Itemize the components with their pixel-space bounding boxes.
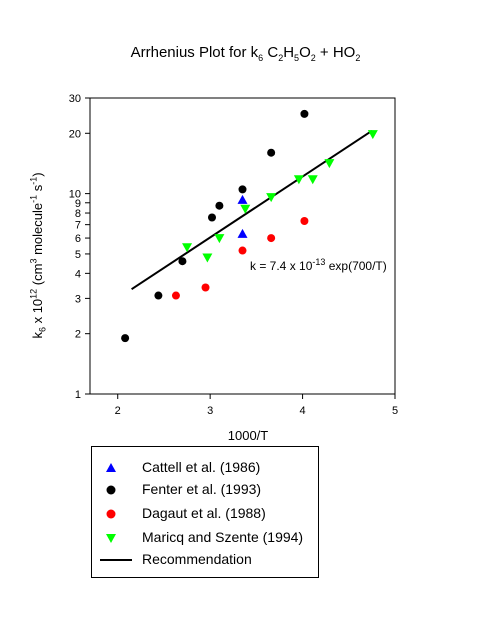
black-line-icon	[100, 559, 132, 561]
y-tick-label: 1	[75, 389, 81, 401]
plot-frame	[89, 97, 396, 395]
data-point	[237, 194, 248, 204]
data-point	[267, 148, 276, 157]
data-point	[237, 228, 248, 238]
data-point	[215, 201, 224, 210]
legend-item-fenter: Fenter et al. (1993)	[92, 479, 318, 501]
data-point	[324, 159, 335, 169]
legend: Cattell et al. (1986) Fenter et al. (199…	[91, 446, 319, 578]
green-triangle-down-icon	[106, 534, 116, 543]
legend-item-cattell: Cattell et al. (1986)	[92, 457, 318, 479]
data-point	[367, 130, 378, 140]
legend-item-dagaut: Dagaut et al. (1988)	[92, 503, 318, 525]
data-point	[293, 175, 304, 185]
y-tick-label: 2	[75, 329, 81, 341]
data-point	[182, 243, 193, 253]
y-tick-label: 10	[69, 189, 81, 201]
data-point	[178, 257, 187, 266]
recommendation-line-group	[131, 130, 373, 291]
data-points	[121, 109, 378, 343]
x-tick-label: 4	[300, 405, 306, 417]
data-point	[214, 234, 225, 244]
chart-title: Arrhenius Plot for k6 C2H5O2 + HO2	[130, 44, 361, 63]
data-point	[171, 291, 180, 300]
legend-item-recommendation: Recommendation	[92, 549, 318, 571]
y-tick-label: 30	[69, 93, 81, 105]
data-point	[266, 193, 277, 203]
data-point	[201, 283, 210, 292]
x-axis-ticks: 2 3 4 5	[115, 394, 398, 417]
y-tick-label: 7	[75, 220, 81, 232]
x-tick-label: 2	[115, 405, 121, 417]
y-tick-label: 8	[75, 208, 81, 220]
data-point	[154, 291, 163, 300]
y-tick-label: 3	[75, 293, 81, 305]
black-circle-icon	[106, 485, 116, 495]
recommendation-line	[131, 130, 373, 291]
data-point	[202, 253, 213, 263]
legend-item-maricq: Maricq and Szente (1994)	[92, 527, 318, 549]
data-point	[240, 204, 251, 214]
y-tick-label: 9	[75, 198, 81, 210]
data-point	[238, 185, 247, 194]
blue-triangle-up-icon	[106, 463, 116, 472]
y-tick-label: 6	[75, 233, 81, 245]
y-tick-label: 5	[75, 249, 81, 261]
fit-equation-annotation: k = 7.4 x 10-13 exp(700/T)	[250, 257, 387, 273]
data-point	[208, 213, 216, 222]
red-circle-icon	[106, 509, 116, 519]
data-point	[307, 175, 318, 185]
y-tick-label: 4	[75, 268, 81, 280]
x-tick-label: 3	[207, 405, 213, 417]
data-point	[238, 246, 247, 255]
y-tick-label: 20	[69, 128, 81, 140]
data-point	[121, 334, 130, 343]
x-axis-label: 1000/T	[227, 428, 269, 443]
x-tick-label: 5	[392, 405, 398, 417]
data-point	[267, 234, 276, 243]
y-axis-label: k6 x 1012 (cm3 molecule-1 s-1)	[28, 172, 48, 339]
data-point	[300, 216, 309, 225]
data-point	[300, 109, 309, 118]
